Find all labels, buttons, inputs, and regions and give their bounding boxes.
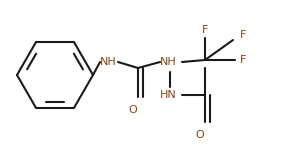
Text: NH: NH bbox=[160, 57, 176, 67]
Text: F: F bbox=[240, 55, 246, 65]
Text: O: O bbox=[196, 130, 204, 140]
Text: F: F bbox=[240, 30, 246, 40]
Text: F: F bbox=[202, 25, 208, 35]
Text: HN: HN bbox=[160, 90, 176, 100]
Text: O: O bbox=[129, 105, 137, 115]
Text: NH: NH bbox=[100, 57, 117, 67]
